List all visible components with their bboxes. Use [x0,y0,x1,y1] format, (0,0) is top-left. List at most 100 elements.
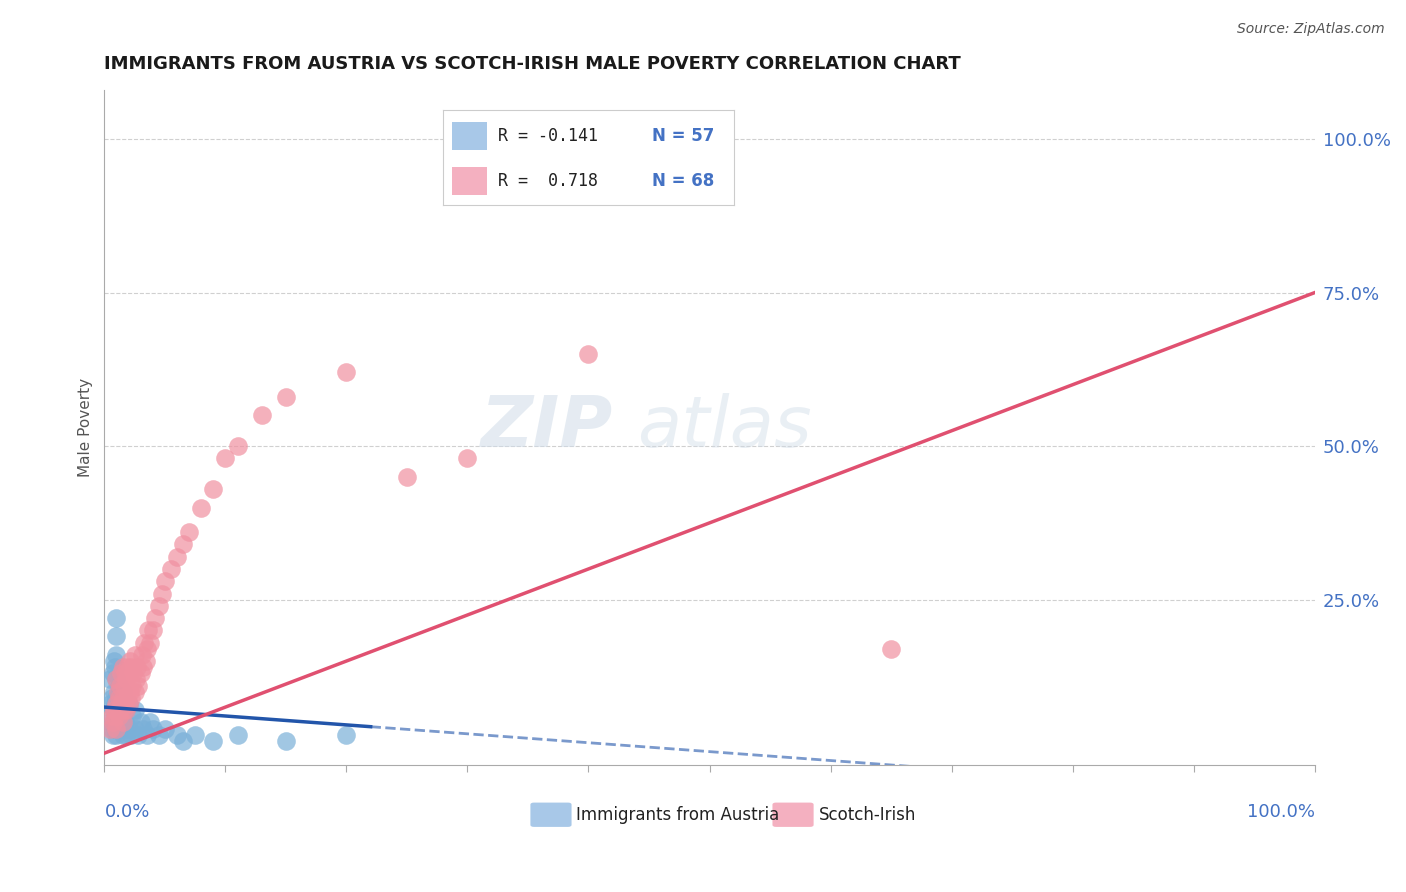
Point [101,703,124,717]
Point [152,586,174,600]
Point [114,666,136,681]
Point [121,709,143,723]
Point [105,673,128,687]
Point [127,679,149,693]
Point [880,641,903,656]
Point [101,715,124,730]
Point [190,500,212,515]
Point [101,666,124,681]
Point [135,654,157,668]
FancyBboxPatch shape [772,803,814,827]
Point [160,562,183,576]
Point [110,666,132,681]
Point [166,549,188,564]
Point [112,679,135,693]
Point [120,690,142,705]
Point [121,679,143,693]
Point [105,611,128,625]
Point [112,703,135,717]
Point [100,709,122,723]
Point [177,525,200,540]
Point [214,451,236,466]
Point [105,709,128,723]
Point [111,709,134,723]
Point [202,734,225,748]
Point [142,722,165,736]
Point [111,685,134,699]
Point [114,715,136,730]
Point [105,722,128,736]
Point [456,451,478,466]
Y-axis label: Male Poverty: Male Poverty [79,378,93,477]
Point [104,697,127,711]
Point [135,641,157,656]
Point [108,690,131,705]
Point [108,722,131,736]
Point [136,624,159,638]
Text: 100.0%: 100.0% [1247,803,1315,821]
Point [105,630,128,644]
Point [110,722,132,736]
Point [274,734,297,748]
Point [202,482,225,496]
Point [117,697,139,711]
Point [166,728,188,742]
Point [134,635,156,649]
Point [103,654,125,668]
Point [125,660,148,674]
Point [103,685,125,699]
Point [108,679,131,693]
Point [132,722,155,736]
Point [104,722,127,736]
Point [115,673,138,687]
Point [108,690,131,705]
Point [108,679,131,693]
Point [111,660,134,674]
Point [124,703,146,717]
Point [100,722,122,736]
Text: IMMIGRANTS FROM AUSTRIA VS SCOTCH-IRISH MALE POVERTY CORRELATION CHART: IMMIGRANTS FROM AUSTRIA VS SCOTCH-IRISH … [104,55,962,73]
Text: Immigrants from Austria: Immigrants from Austria [576,805,780,823]
Point [105,728,128,742]
Point [226,439,249,453]
Point [124,648,146,662]
Point [107,703,129,717]
Point [114,697,136,711]
Point [139,635,162,649]
Point [104,709,127,723]
Point [111,728,134,742]
Point [100,715,122,730]
Point [117,666,139,681]
Point [143,611,166,625]
Point [115,703,138,717]
Point [226,728,249,742]
Point [335,728,357,742]
Point [120,728,142,742]
Point [124,685,146,699]
Point [103,715,125,730]
Point [127,728,149,742]
Point [105,697,128,711]
Point [122,666,145,681]
Point [112,703,135,717]
Point [100,690,122,705]
Point [108,709,131,723]
Point [115,728,138,742]
Point [101,728,124,742]
Point [105,648,128,662]
Point [132,660,155,674]
Point [104,660,127,674]
FancyBboxPatch shape [530,803,572,827]
Point [124,722,146,736]
Point [105,673,128,687]
Point [120,660,142,674]
Point [274,390,297,404]
Point [153,574,176,589]
Point [135,728,157,742]
Point [172,734,194,748]
Point [142,624,165,638]
Point [153,722,176,736]
Point [395,470,418,484]
Text: atlas: atlas [637,393,811,462]
Text: ZIP: ZIP [481,393,613,462]
